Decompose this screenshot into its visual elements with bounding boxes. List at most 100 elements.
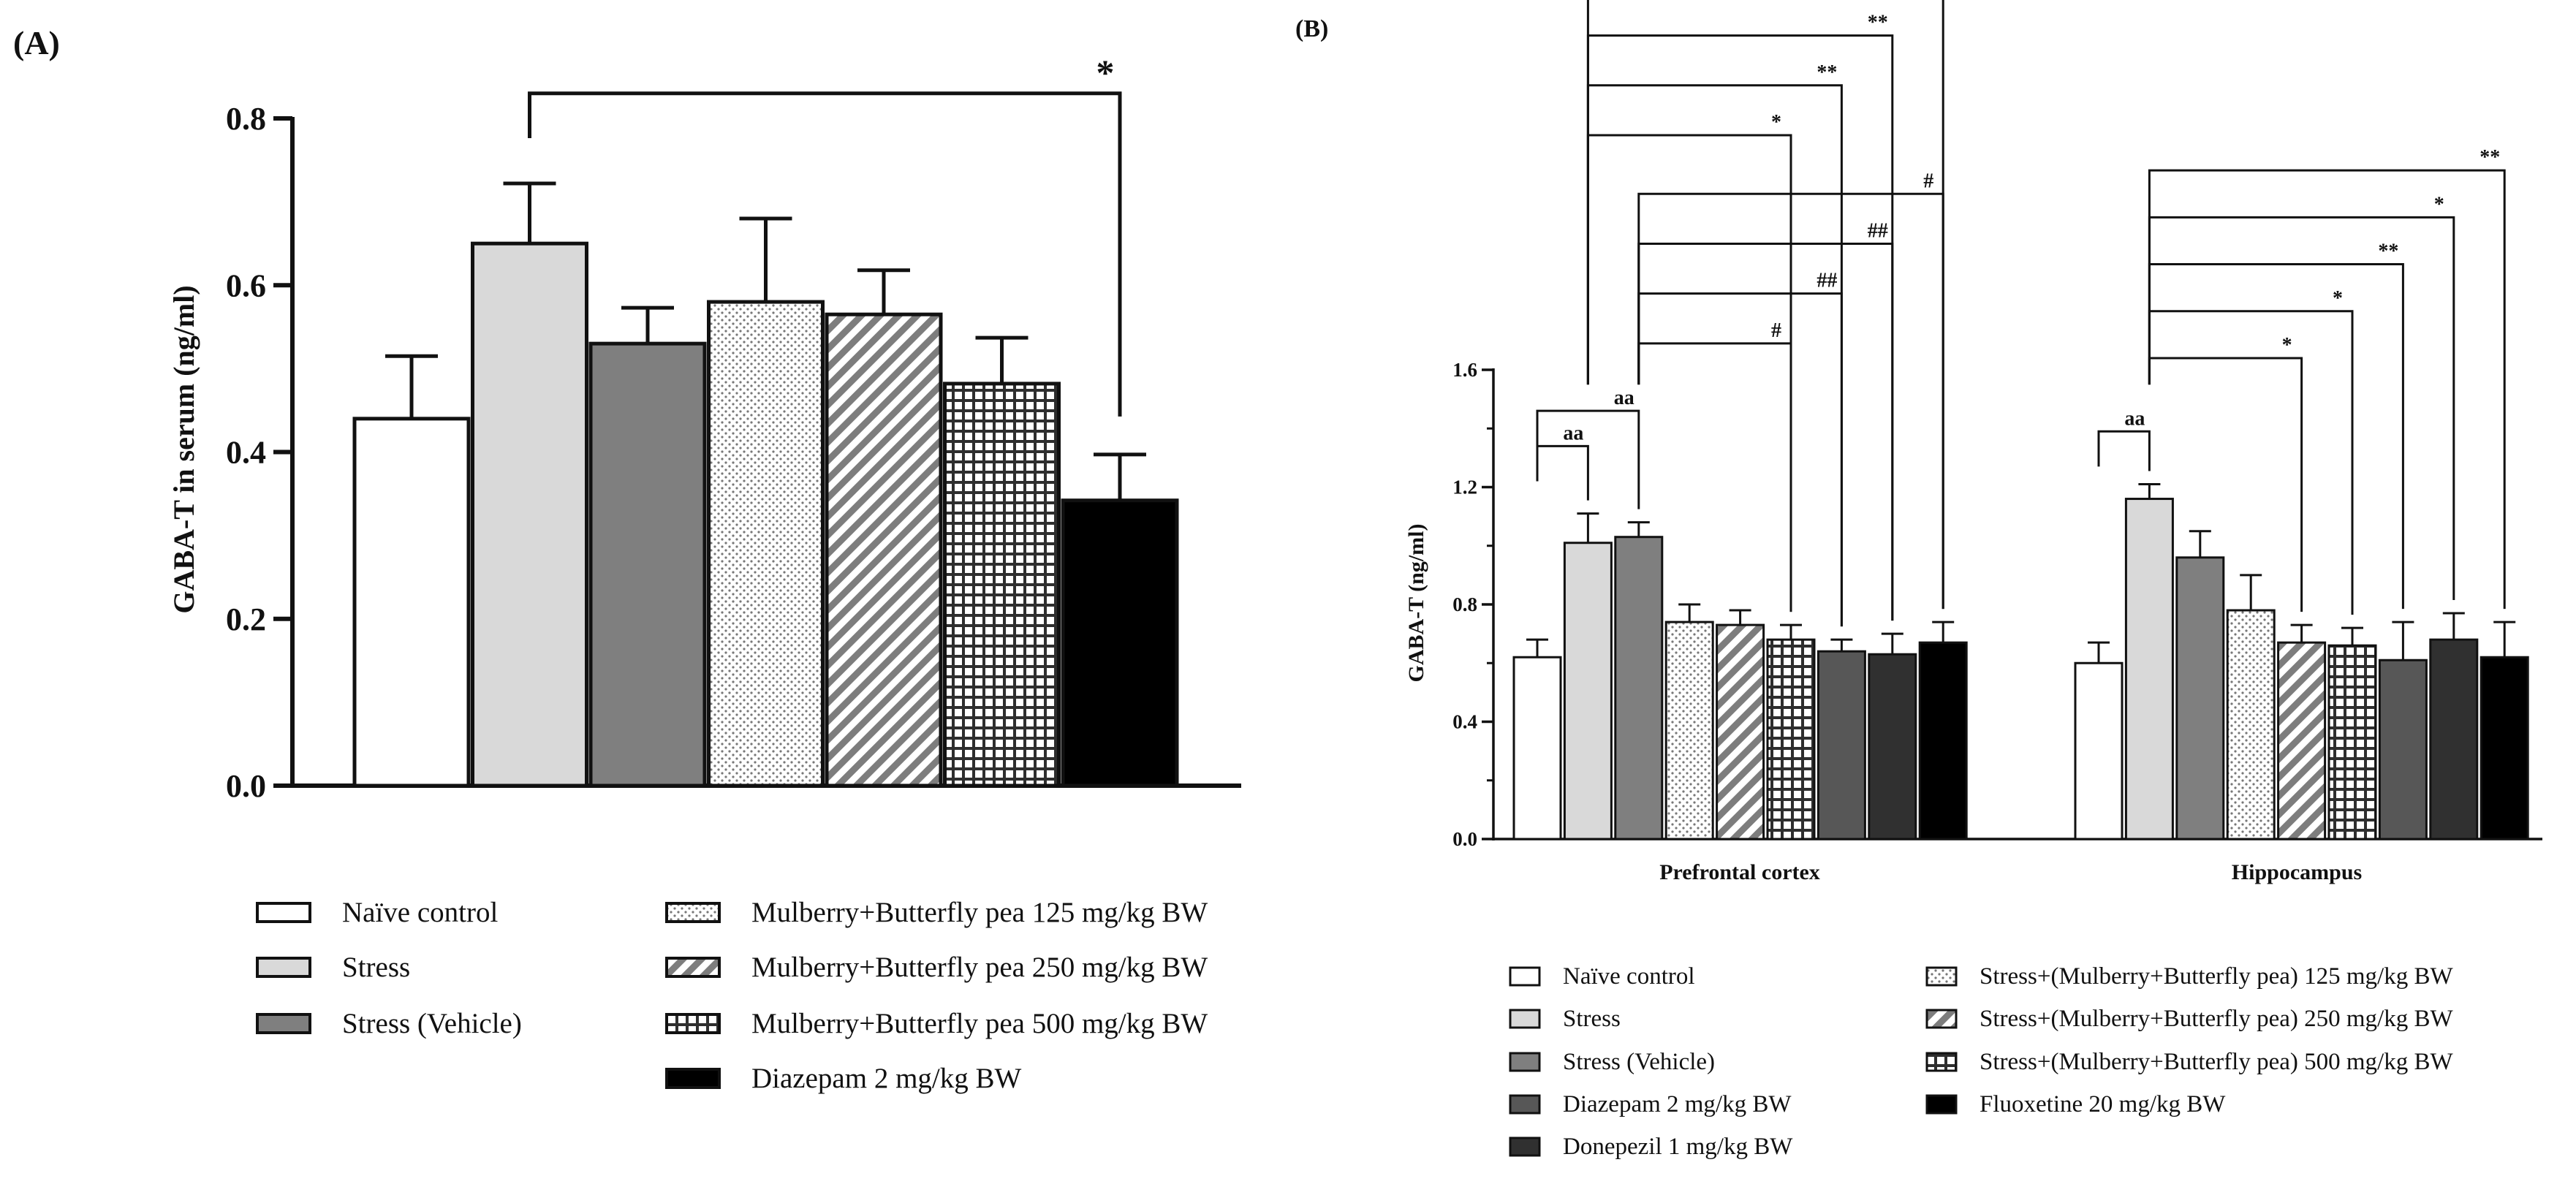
panel-b-bar: [1918, 641, 1968, 840]
panel-b-significance-label: *: [2434, 193, 2444, 216]
panel-b-y-tick-label: 0.0: [1452, 828, 1477, 850]
panel-b-bar: [2480, 656, 2529, 840]
panel-b-significance-bracket: [1536, 444, 1589, 501]
panel-b-significance-label: **: [1868, 12, 1888, 34]
panel-b-bar: [1563, 542, 1613, 840]
panel-b-significance-bracket: [1586, 0, 1944, 610]
panel-a-legend-swatch: [665, 1068, 721, 1089]
panel-b-y-tick-label: 1.2: [1452, 477, 1477, 498]
panel-b-bar: [1512, 656, 1562, 840]
panel-b-significance-label: *: [1771, 111, 1781, 134]
panel-b-significance-bracket: [2148, 169, 2506, 610]
panel-b-legend-swatch: [1509, 966, 1541, 987]
panel-label-a: (A): [13, 24, 60, 61]
panel-a-y-tick-label: 0.2: [226, 602, 266, 637]
panel-b-bar: [2074, 661, 2124, 840]
panel-b-legend-swatch: [1925, 1052, 1958, 1072]
panel-b-legend-swatch: [1925, 966, 1958, 987]
panel-b-bar: [2226, 609, 2276, 840]
panel-b-legend-swatch: [1509, 1094, 1541, 1115]
panel-a-significance-label: *: [1096, 52, 1115, 93]
panel-b-y-axis-title: GABA-T (ng/ml): [1404, 524, 1428, 683]
panel-b-legend-label: Naïve control: [1563, 963, 1695, 990]
panel-b-legend-swatch: [1925, 1009, 1958, 1029]
panel-a-legend-label: Stress: [342, 952, 410, 983]
panel-a-legend-swatch: [256, 902, 311, 923]
panel-a-legend-swatch: [665, 957, 721, 978]
panel-a-bar: [588, 341, 707, 788]
panel-b-significance-bracket: [1536, 409, 1640, 509]
panel-b-bar: [2429, 638, 2479, 840]
panel-a-legend-swatch: [665, 902, 721, 923]
panel-b-legend-label: Stress (Vehicle): [1563, 1049, 1715, 1075]
panel-b-bar: [2124, 498, 2174, 840]
panel-a-legend: Naïve control Stress Stress (Vehicle) Mulbe…: [256, 897, 1208, 1094]
panel-b-significance-bracket: [1586, 34, 1894, 621]
panel-a-legend-label: Mulberry+Butterfly pea 125 mg/kg BW: [751, 897, 1208, 928]
panel-a-legend-swatch: [256, 957, 311, 978]
panel-b-group-label-hippocampus: Hippocampus: [2232, 860, 2362, 884]
panel-b-significance-label: **: [2480, 146, 2500, 169]
panel-b-significance-label: **: [1817, 61, 1837, 84]
panel-b-significance-label: *: [2282, 334, 2292, 357]
panel-b-legend-swatch: [1925, 1094, 1958, 1115]
panel-b-significance-label: ##: [1868, 219, 1888, 242]
panel-b-significance-label: *: [2333, 287, 2343, 310]
panel-b-legend: Naïve control Stress Stress (Vehicle) Diaze…: [1509, 963, 2453, 1160]
panel-a-legend-label: Mulberry+Butterfly pea 250 mg/kg BW: [751, 952, 1208, 983]
panel-a-bar: [707, 300, 825, 788]
panel-b-bar: [1817, 650, 1866, 840]
panel-b-significance-label: #: [1771, 319, 1781, 342]
panel-b-legend-swatch: [1509, 1052, 1541, 1072]
panel-b-significance-label: #: [1923, 170, 1933, 192]
panel-a-y-tick-label: 0.0: [226, 768, 266, 804]
panel-b-bar: [2175, 556, 2225, 840]
panel-b-bar: [2378, 659, 2428, 840]
panel-a-y-tick-label: 0.8: [226, 101, 266, 137]
panel-b-bar: [1766, 638, 1816, 840]
panel-a-bar: [1061, 498, 1179, 788]
panel-b-significance-label: aa: [1563, 422, 1583, 444]
panel-b-legend-label: Fluoxetine 20 mg/kg BW: [1980, 1091, 2226, 1117]
panel-b-bar: [2327, 644, 2377, 840]
panel-b-bar: [2277, 641, 2327, 840]
panel-b-significance-label: aa: [1614, 387, 1634, 409]
panel-a-y-tick-label: 0.4: [226, 435, 266, 471]
panel-b-legend-label: Stress+(Mulberry+Butterfly pea) 500 mg/k…: [1980, 1049, 2453, 1075]
panel-b-legend-label: Stress+(Mulberry+Butterfly pea) 250 mg/k…: [1980, 1006, 2453, 1032]
panel-a-bar: [825, 312, 943, 788]
panel-b-legend-label: Diazepam 2 mg/kg BW: [1563, 1091, 1792, 1117]
panel-label-b: (B): [1295, 15, 1328, 42]
panel-a-legend-label: Stress (Vehicle): [342, 1008, 522, 1039]
panel-b-bar: [1716, 623, 1765, 840]
panel-b-legend-label: Donepezil 1 mg/kg BW: [1563, 1134, 1793, 1160]
panel-b-group-label-prefrontal: Prefrontal cortex: [1659, 860, 1820, 884]
panel-a-legend-swatch: [665, 1013, 721, 1034]
panel-b-legend-swatch: [1509, 1009, 1541, 1029]
panel-b-bar: [1868, 653, 1917, 840]
panel-b-significance-bracket: [2097, 430, 2151, 471]
panel-b-legend-swatch: [1509, 1136, 1541, 1157]
panel-b-y-tick-label: 0.8: [1452, 593, 1477, 615]
panel-b-y-tick-label: 0.4: [1452, 711, 1477, 733]
panel-a-significance-bracket: [528, 91, 1122, 417]
panel-b-bar: [1664, 621, 1714, 840]
panel-b-significance-bracket: [1637, 242, 1894, 621]
panel-b-significance-label: aa: [2124, 407, 2145, 430]
panel-a-bar: [943, 382, 1061, 788]
panel-a-legend-label: Mulberry+Butterfly pea 500 mg/kg BW: [751, 1008, 1208, 1039]
panel-b-legend-label: Stress+(Mulberry+Butterfly pea) 125 mg/k…: [1980, 963, 2453, 990]
panel-a-y-tick-label: 0.6: [226, 267, 266, 303]
panel-a-bar: [352, 417, 471, 788]
panel-a-legend-label: Diazepam 2 mg/kg BW: [751, 1063, 1022, 1094]
panel-a-legend-label: Naïve control: [342, 897, 499, 928]
panel-b-significance-label: ##: [1817, 270, 1837, 292]
panel-b-bar: [1614, 536, 1664, 840]
panel-a-chart: 0.0 0.2 0.4 0.6 0.8 *: [226, 52, 1241, 804]
panel-a-bar: [471, 241, 588, 788]
panel-a-y-axis-title: GABA-T in serum (ng/ml): [167, 285, 200, 613]
panel-b-y-tick-label: 1.6: [1452, 359, 1477, 381]
panel-b-significance-label: **: [2378, 240, 2398, 263]
